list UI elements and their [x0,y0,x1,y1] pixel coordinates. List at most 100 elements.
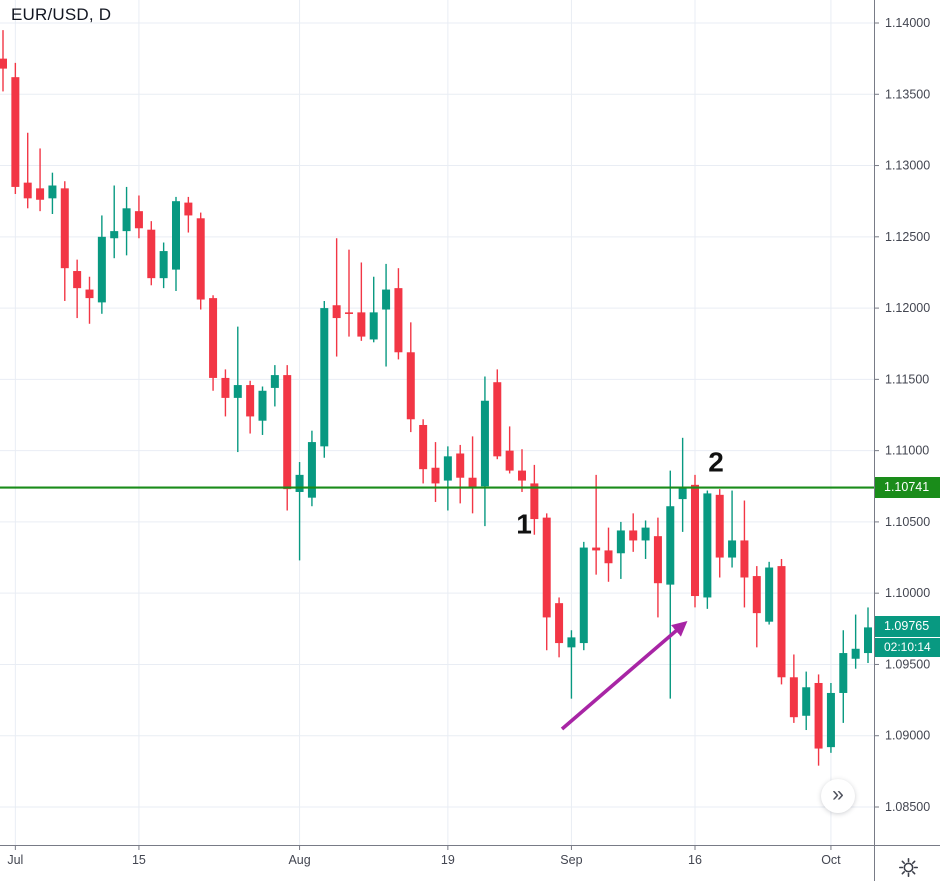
price-tick-label: 1.13500 [885,87,930,101]
candle-body [653,536,662,584]
candle-body [715,494,724,558]
candle-body [431,467,440,484]
price-tick-label: 1.08500 [885,800,930,814]
candle-body [555,603,564,644]
candle-body [110,231,119,239]
candle-body [0,58,7,69]
candle-body [518,470,526,481]
price-tick-label: 1.10500 [885,515,930,529]
candle-body [369,312,378,340]
candle-body [159,251,168,279]
candle-body [802,687,811,716]
candle-body [505,450,514,471]
candle-body [789,677,798,718]
candle-body [196,218,205,300]
time-tick-label: 16 [688,853,702,867]
time-tick-label: Jul [7,853,23,867]
candle-body [172,201,180,270]
price-tick-label: 1.12500 [885,230,930,244]
candle-body [567,637,576,648]
number-annotation[interactable]: 2 [708,447,724,478]
candle-body [307,442,316,498]
trend-arrow-annotation[interactable] [560,621,688,731]
price-tick-label: 1.12000 [885,301,930,315]
candle-body [73,271,82,289]
candle-body [579,547,588,644]
candle-body [295,474,304,492]
time-tick-label: 19 [441,853,455,867]
last-price-label: 1.09765 [875,616,940,638]
candle-body [641,527,650,541]
candle-body [97,236,106,303]
candle-body [864,627,872,654]
price-tick-label: 1.09500 [885,657,930,671]
number-annotation[interactable]: 1 [516,509,532,540]
candle-body [246,385,255,417]
candle-body [814,682,823,749]
candle-body [233,385,242,398]
double-chevron-right-icon: » [832,783,844,806]
candle-body [85,289,94,299]
gear-icon [898,857,918,877]
candle-body [752,576,761,614]
candle-body [184,202,193,216]
price-tick-label: 1.11500 [885,372,929,386]
price-axis[interactable] [875,0,940,845]
candle-body [740,540,749,578]
scroll-to-recent-button[interactable]: » [821,779,855,813]
candle-body [443,456,452,481]
candle-body [221,377,230,398]
candle-body [542,517,551,618]
candle-body [456,453,465,478]
price-tick-label: 1.13000 [885,159,930,173]
candle-body [691,484,699,597]
time-tick-label: Sep [560,853,582,867]
candle-body [147,229,156,279]
candle-body [36,188,45,200]
candle-body [592,547,601,551]
candle-body [826,692,835,748]
candle-body [839,653,848,693]
candle-body [320,308,329,447]
candle-body [258,390,267,421]
time-tick-label: 15 [132,853,146,867]
candle-body [480,400,489,487]
symbol-title: EUR/USD, D [11,5,112,24]
candle-body [134,211,143,229]
candle-body [666,506,675,585]
time-axis-settings-button[interactable] [896,855,920,879]
time-tick-label: Aug [288,853,310,867]
price-tick-label: 1.10000 [885,586,930,600]
candle-body [394,288,403,353]
candle-body [406,352,415,420]
candle-body [468,477,477,488]
candle-body [629,530,638,541]
candle-body [678,487,687,500]
candle-body [703,493,712,598]
candle-body [530,483,539,520]
candle-body [23,182,32,199]
price-tick-label: 1.09000 [885,729,930,743]
candle-body [616,530,625,554]
candle-body [122,208,131,232]
price-tick-label: 1.11000 [885,444,929,458]
candle-body [357,312,366,337]
candle-body [11,77,20,187]
time-tick-label: Oct [821,853,841,867]
candle-body [419,424,428,470]
candle-body [765,567,774,622]
candle-body [345,312,353,314]
candle-body [48,185,57,199]
bar-countdown-label: 02:10:14 [875,638,940,658]
candle-body [60,188,69,269]
candle-body [332,305,341,319]
candle-body [382,289,391,310]
candle-body [604,550,613,564]
candle-body [283,375,292,490]
horizontal-line-price-label: 1.10741 [875,477,940,499]
candle-body [209,298,218,378]
price-tick-label: 1.14000 [885,16,930,30]
candle-body [493,382,502,457]
